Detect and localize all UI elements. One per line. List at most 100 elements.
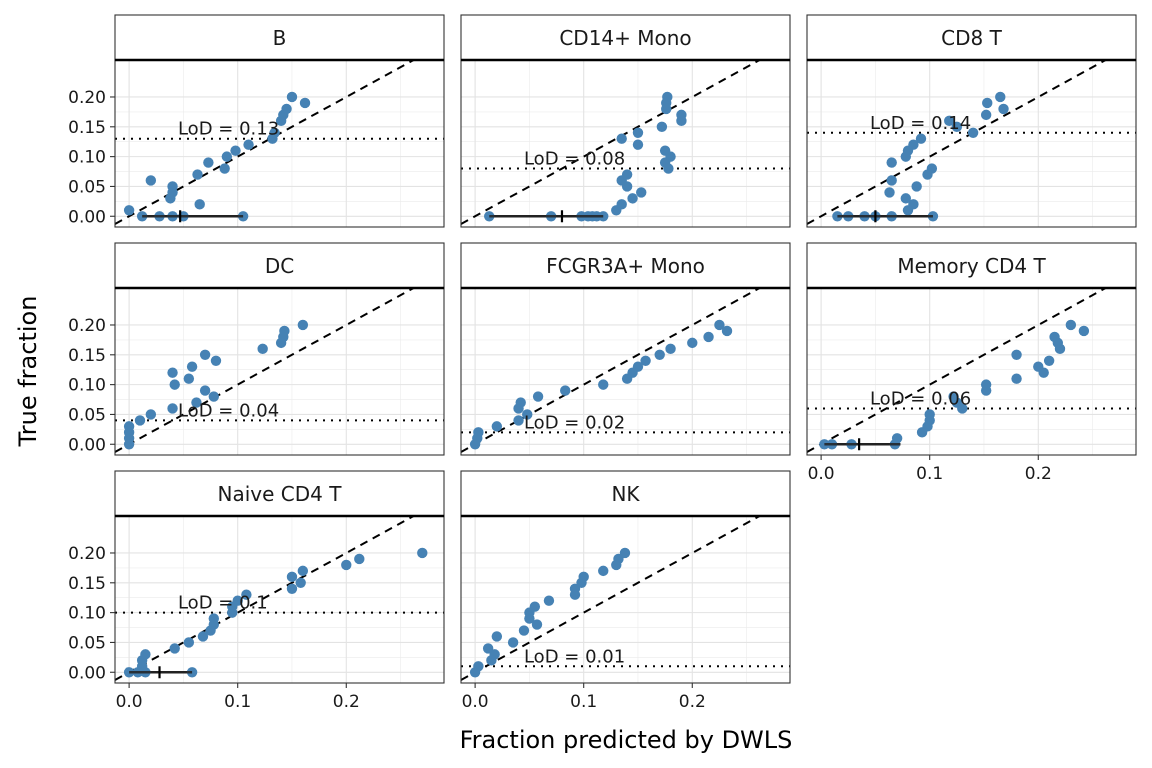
panel-content: LoD = 0.1 [115, 516, 444, 681]
data-point [967, 127, 979, 138]
y-tick-label: 0.05 [68, 633, 106, 653]
lod-label: LoD = 0.06 [870, 388, 971, 409]
y-axis-title: True fraction [14, 296, 42, 448]
lod-label: LoD = 0.04 [178, 400, 279, 421]
y-axis: 0.00 0.05 0.10 0.15 0.20 [68, 316, 115, 455]
data-point [632, 361, 644, 372]
data-point [232, 595, 243, 606]
data-point [230, 145, 241, 156]
data-point [636, 187, 647, 198]
data-point [884, 187, 895, 198]
data-point [900, 193, 912, 204]
data-point [908, 139, 919, 150]
data-point [522, 409, 533, 420]
data-point [169, 643, 180, 654]
panel-background [115, 516, 444, 683]
identity-line [115, 288, 416, 453]
data-point [687, 337, 698, 349]
strip-background [114, 14, 445, 61]
strip-title: NK [611, 482, 640, 506]
data-point [341, 559, 352, 571]
data-point [145, 409, 157, 420]
data-point [183, 373, 195, 384]
data-point [632, 139, 644, 150]
data-point [1011, 373, 1022, 384]
data-point [279, 325, 290, 337]
data-point [295, 577, 306, 588]
y-axes: 0.00 0.05 0.10 0.15 0.20 0.00 0.05 0.10 0.15 0.20… [68, 88, 115, 683]
strip-title: FCGR3A+ Mono [546, 254, 705, 278]
y-tick-label: 0.15 [68, 118, 106, 138]
panel-background [461, 60, 790, 227]
facet-cd8-t: LoD = 0.14 CD8 T [806, 14, 1137, 228]
panel-grid [461, 288, 790, 455]
data-point [529, 601, 541, 612]
panel-grid [115, 60, 444, 227]
strip-title: Naive CD4 T [218, 482, 343, 506]
data-point [980, 109, 992, 121]
data-point [980, 379, 992, 390]
data-point [1011, 349, 1022, 360]
x-tick-label: 0.0 [116, 692, 143, 712]
y-tick-label: 0.00 [68, 663, 106, 683]
y-tick-label: 0.10 [68, 148, 106, 168]
panel-background [807, 60, 1136, 227]
data-point [269, 127, 280, 138]
strip-background [460, 242, 791, 289]
lod-label: LoD = 0.08 [524, 149, 625, 170]
strip-title: DC [265, 254, 294, 278]
data-point [654, 349, 665, 360]
y-tick-label: 0.15 [68, 346, 106, 366]
panel-content: LoD = 0.14 [807, 60, 1136, 225]
data-point [354, 553, 365, 565]
x-tick-label: 0.1 [224, 692, 251, 712]
lod-label: LoD = 0.02 [524, 412, 625, 433]
data-point [982, 97, 993, 109]
x-tick-label: 0.2 [1025, 464, 1052, 484]
y-axis: 0.00 0.05 0.10 0.15 0.20 [68, 88, 115, 227]
x-tick-label: 0.2 [679, 692, 706, 712]
y-tick-label: 0.20 [68, 316, 106, 336]
data-point [507, 637, 519, 648]
y-axis: 0.00 0.05 0.10 0.15 0.20 [68, 544, 115, 683]
data-point [714, 319, 725, 331]
data-point [676, 115, 687, 127]
strip-title: CD8 T [941, 26, 1002, 50]
data-point [543, 595, 555, 606]
data-point [665, 343, 676, 355]
y-tick-label: 0.00 [68, 207, 106, 227]
data-point [199, 349, 211, 360]
data-point [208, 391, 220, 402]
data-point [210, 355, 222, 366]
data-point [186, 361, 198, 372]
data-point [243, 139, 254, 150]
data-point [1078, 325, 1090, 337]
data-point [167, 367, 178, 378]
identity-line [807, 288, 1108, 453]
data-point [297, 565, 309, 577]
data-point [297, 319, 309, 331]
data-point [1054, 343, 1066, 355]
panel-grid [461, 516, 790, 683]
lod-label: LoD = 0.14 [870, 113, 971, 134]
panel-content: LoD = 0.01 [461, 516, 790, 681]
facet-panels: LoD = 0.13 B LoD = 0.08 CD14+ Mono LoD = 0.1… [114, 14, 1137, 684]
strip-background [114, 242, 445, 289]
data-point [703, 331, 714, 343]
data-point [951, 121, 963, 132]
y-tick-label: 0.15 [68, 574, 106, 594]
x-axes: 0.0 0.1 0.2 0.0 0.1 0.2 0.0 0.1 0.2 [116, 455, 1052, 712]
lod-label: LoD = 0.13 [178, 119, 279, 140]
data-point [299, 97, 311, 109]
panel-background [461, 516, 790, 683]
panel-background [115, 288, 444, 455]
data-point [886, 175, 897, 186]
x-axis: 0.0 0.1 0.2 [462, 683, 706, 712]
facet-dc: LoD = 0.04 DC [114, 242, 445, 456]
data-point [578, 571, 589, 583]
data-point [1043, 355, 1055, 366]
panel-background [461, 288, 790, 455]
x-tick-label: 0.1 [916, 464, 943, 484]
data-point [208, 613, 220, 624]
